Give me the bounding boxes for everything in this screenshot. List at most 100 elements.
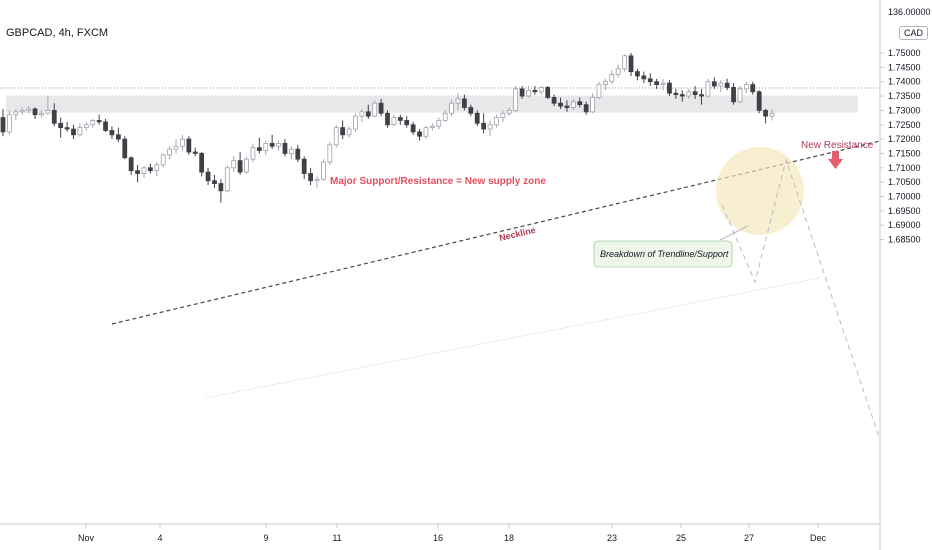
candle: [90, 119, 96, 128]
candle: [737, 86, 743, 104]
bullish-candle-body: [743, 84, 749, 90]
candle: [718, 80, 724, 92]
bearish-candle-body: [148, 167, 153, 172]
currency-badge[interactable]: CAD: [899, 26, 929, 40]
candle: [141, 166, 147, 178]
candle: [321, 159, 326, 181]
bullish-candle-body: [77, 127, 83, 136]
candle: [51, 103, 57, 127]
bullish-candle-body: [180, 138, 185, 147]
bearish-candle-body: [115, 134, 121, 140]
candle: [71, 124, 76, 140]
candle: [769, 108, 775, 121]
candle: [474, 110, 480, 127]
bearish-candle-body: [577, 101, 583, 106]
bearish-candle-body: [128, 157, 134, 172]
candle: [359, 108, 365, 122]
down-arrow-icon: [828, 151, 843, 169]
neckline-trendline: [111, 140, 881, 325]
bullish-candle-body: [391, 117, 397, 126]
candle: [192, 147, 198, 157]
candle: [333, 124, 339, 148]
symbol-title: GBPCAD, 4h, FXCM: [6, 27, 109, 39]
bearish-candle-body: [417, 131, 422, 137]
bearish-candle-body: [71, 128, 76, 136]
bearish-candle-body: [205, 171, 211, 182]
candle: [353, 113, 358, 132]
bearish-candle-body: [237, 160, 243, 173]
bullish-candle-body: [622, 55, 627, 70]
bullish-candle-body: [13, 111, 19, 116]
bullish-candle-body: [39, 112, 44, 116]
candle: [103, 119, 108, 132]
time-tick-label: 25: [676, 533, 686, 543]
bullish-candle-body: [333, 127, 339, 146]
breakdown-highlight: [716, 147, 804, 235]
candle: [378, 98, 384, 117]
bullish-candle-body: [276, 143, 281, 147]
bullish-candle-body: [436, 120, 442, 127]
candle: [724, 78, 730, 91]
bullish-candle-body: [167, 148, 173, 156]
bullish-candle-body: [769, 112, 775, 117]
candle: [186, 136, 192, 155]
bearish-candle-body: [282, 143, 288, 154]
bearish-candle-body: [295, 148, 301, 160]
candle: [391, 114, 397, 127]
bullish-candle-body: [263, 143, 269, 151]
candle: [705, 78, 711, 98]
bearish-candle-body: [532, 89, 538, 93]
candle: [660, 78, 666, 91]
candle: [109, 126, 115, 140]
candle: [295, 144, 301, 163]
bearish-candle-body: [673, 92, 679, 96]
price-tick-label: 1.71500: [888, 148, 921, 158]
candle: [526, 86, 531, 98]
price-tick-label: 1.73500: [888, 91, 921, 101]
zone-label: Major Support/Resistance = New supply zo…: [330, 176, 546, 187]
candle: [346, 126, 352, 138]
bearish-candle-body: [256, 147, 262, 151]
time-axis[interactable]: Nov 4 9 11 16 18 23 25 27 Dec: [78, 524, 827, 543]
candle: [602, 78, 608, 91]
bearish-candle-body: [404, 120, 410, 126]
candle: [308, 167, 313, 186]
candle: [763, 108, 768, 124]
bearish-candle-body: [51, 110, 57, 124]
bullish-candle-body: [737, 88, 743, 103]
lower-trendline: [204, 277, 821, 399]
time-tick-label: 4: [157, 533, 162, 543]
bullish-candle-body: [321, 161, 326, 180]
candle: [385, 110, 390, 128]
candle: [538, 86, 544, 95]
candle: [481, 113, 487, 134]
callout-line: [719, 225, 749, 241]
bearish-candle-body: [385, 112, 390, 126]
bullish-candle-body: [500, 112, 506, 118]
bullish-candle-body: [506, 110, 512, 114]
candle: [7, 110, 12, 135]
candle: [506, 107, 512, 117]
bullish-candle-body: [160, 154, 166, 166]
candle: [513, 86, 519, 112]
bearish-candle-body: [551, 97, 557, 104]
candles: [0, 53, 775, 203]
bearish-candle-body: [340, 127, 346, 136]
candle: [19, 107, 25, 115]
candle: [622, 54, 627, 72]
bearish-candle-body: [474, 112, 480, 124]
candle: [667, 80, 672, 97]
bullish-candle-body: [609, 74, 615, 83]
bearish-candle-body: [462, 98, 467, 108]
bearish-candle-body: [647, 78, 653, 83]
candle: [436, 117, 442, 130]
candle: [410, 121, 416, 135]
candle: [551, 94, 557, 107]
candle: [628, 53, 634, 76]
time-tick-label: 16: [433, 533, 443, 543]
bullish-candle-body: [423, 127, 429, 137]
price-axis[interactable]: 1.75000 1.74500 1.74000 1.73500 1.73000 1.725…: [880, 48, 921, 245]
price-tick-label: 1.69000: [888, 220, 921, 230]
candle: [519, 86, 525, 99]
